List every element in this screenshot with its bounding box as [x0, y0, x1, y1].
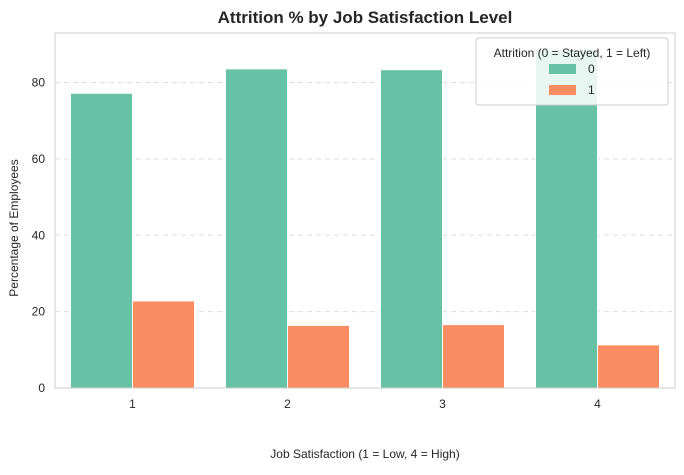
- legend-swatch-1: [549, 85, 576, 95]
- x-axis-label: Job Satisfaction (1 = Low, 4 = High): [270, 447, 459, 461]
- x-tick-label: 3: [439, 397, 446, 411]
- x-tick-label: 4: [594, 397, 601, 411]
- x-tick-label: 1: [129, 397, 136, 411]
- bar-series-1-cat-2: [287, 324, 350, 389]
- bar-series-1-cat-1: [132, 300, 195, 389]
- bar-series-0-cat-2: [225, 68, 288, 389]
- bar-series-0-cat-3: [380, 69, 443, 389]
- bar-series-0-cat-4: [535, 48, 598, 389]
- axes-frame: [54, 32, 676, 389]
- plot-frame: [54, 32, 676, 389]
- x-tick-label: 2: [284, 397, 291, 411]
- y-tick-label: 60: [32, 152, 46, 166]
- legend-label-1: 1: [588, 83, 595, 97]
- bar-series-1-cat-3: [442, 324, 505, 389]
- bar-series-1-cat-4: [597, 344, 660, 389]
- legend: Attrition (0 = Stayed, 1 = Left) 0 1: [475, 37, 669, 106]
- y-tick-label: 40: [32, 228, 46, 242]
- chart-title: Attrition % by Job Satisfaction Level: [218, 8, 513, 27]
- bars: [70, 48, 660, 389]
- legend-title: Attrition (0 = Stayed, 1 = Left): [494, 46, 651, 60]
- y-axis-ticks: 0 20 40 60 80: [32, 76, 46, 395]
- legend-swatch-0: [549, 64, 576, 74]
- x-axis-ticks: 1 2 3 4: [129, 397, 601, 411]
- legend-label-0: 0: [588, 62, 595, 76]
- y-tick-label: 80: [32, 76, 46, 90]
- y-axis-label: Percentage of Employees: [7, 159, 21, 296]
- y-tick-label: 20: [32, 305, 46, 319]
- bar-series-0-cat-1: [70, 92, 133, 389]
- y-tick-label: 0: [38, 381, 45, 395]
